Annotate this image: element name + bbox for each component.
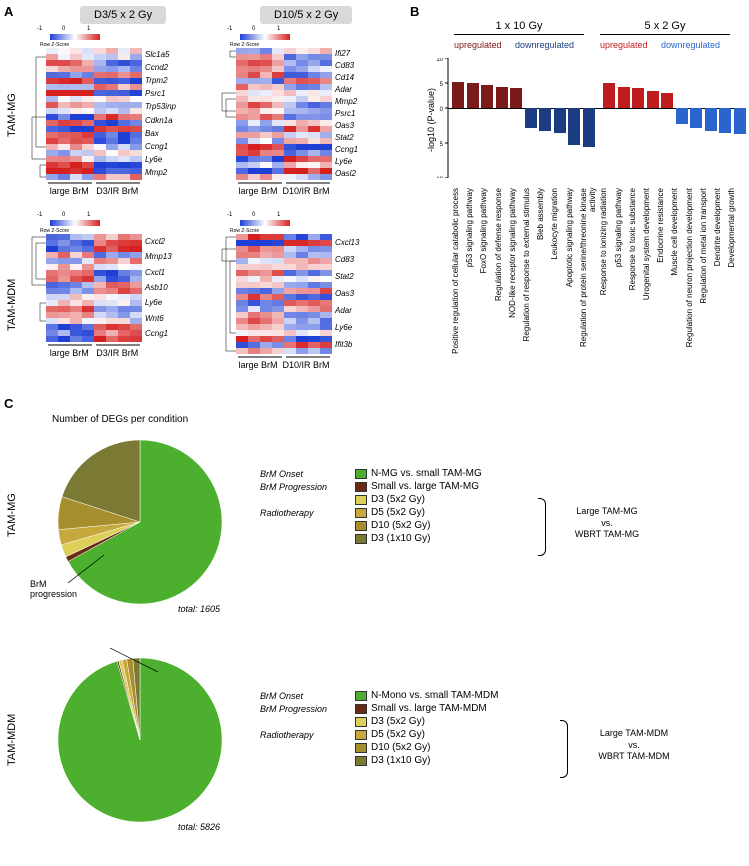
bar [676,108,688,124]
heatmap-mdm-d10: -101Row Z-ScoreCxcl13Cd83Stat2Oas3AdarLy… [220,220,359,370]
pie-mdm-total: total: 5826 [178,822,220,832]
bar [568,108,580,145]
bar [467,83,479,108]
bar [496,87,508,109]
panel-label-c: C [4,396,13,411]
legend-mg: BrM OnsetN-MG vs. small TAM-MGBrM Progre… [260,468,482,546]
b-sub-up2: upregulated [600,40,648,50]
svg-text:10: 10 [436,177,443,178]
heatmap-mg-d3: -101Row Z-ScoreSlc1a5Ccnd2Trpm2Psrc1Trp5… [30,34,176,196]
bar [510,88,522,108]
bar [705,108,717,131]
leader-line [68,555,108,595]
panel-label-b: B [410,4,419,19]
bar [632,88,644,108]
rowlabel-mdm: TAM-MDM [6,260,18,350]
b-head-1: 1 x 10 Gy [454,20,584,35]
bar-chart: -log10 (P-value) 1050510 [448,58,740,178]
svg-text:5: 5 [440,142,444,148]
bar [481,85,493,108]
bar [539,108,551,131]
b-sub-dn2: downregulated [661,40,720,50]
svg-text:10: 10 [436,58,443,63]
bar [525,108,537,128]
legend-mdm: BrM OnsetN-Mono vs. small TAM-MDMBrM Pro… [260,690,498,768]
pie-mg-total: total: 1605 [178,604,220,614]
bar-xlabels: Positive regulation of cellular cataboli… [448,188,740,358]
bar [661,93,673,108]
heatmap-mg-d10: -101Row Z-ScoreIfi27Cd83Cd14AdarMmp2Psrc… [220,34,358,196]
pie-title: Number of DEGs per condition [52,414,188,425]
heatmap-mdm-d3: -101Row Z-ScoreCxcl2Mmp13Cxcl1Asb10Ly6eW… [30,220,172,358]
bar [690,108,702,128]
bar [618,87,630,108]
svg-text:0: 0 [440,107,444,113]
b-head-2: 5 x 2 Gy [600,20,730,35]
bar [583,108,595,147]
panel-b: 1 x 10 Gy 5 x 2 Gy upregulated downregul… [420,20,740,360]
y-axis: 10 5 0 5 10 [434,58,452,178]
rowlabel-c-mg: TAM-MG [6,480,18,550]
panel-label-a: A [4,4,13,19]
b-sub-dn1: downregulated [515,40,574,50]
bar [452,82,464,109]
bar [603,83,615,108]
b-sub-up1: upregulated [454,40,502,50]
brace-label-mg: Large TAM-MGvs.WBRT TAM-MG [552,506,662,541]
dose-header-1: D3/5 x 2 Gy [80,6,166,24]
svg-text:5: 5 [440,82,444,88]
bar [734,108,746,134]
rowlabel-c-mdm: TAM-MDM [6,700,18,780]
bar [554,108,566,133]
brace-label-mdm: Large TAM-MDMvs.WBRT TAM-MDM [574,728,694,763]
brace-mg [538,498,546,556]
dose-header-2: D10/5 x 2 Gy [260,6,352,24]
brace-mdm [560,720,568,778]
leader-line-mdm [110,648,190,688]
bar [719,108,731,133]
rowlabel-mg: TAM-MG [6,75,18,155]
bar [647,91,659,108]
